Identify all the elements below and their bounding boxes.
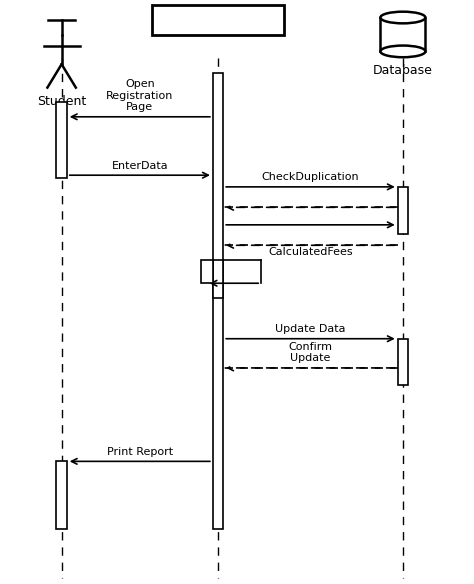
Ellipse shape [380,46,425,57]
Bar [213,260,223,298]
Text: CalculatedFees: CalculatedFees [268,247,353,257]
Text: Student: Student [37,95,86,107]
Bar [398,339,408,385]
Text: Registration System: Registration System [155,13,281,26]
Bar [152,5,284,35]
Bar [56,102,67,178]
Bar [380,18,425,51]
Text: EnterData: EnterData [111,161,168,171]
Bar [398,187,408,234]
Text: Confirm
Update: Confirm Update [289,342,332,363]
Text: Print Report: Print Report [107,447,173,457]
Text: Update Data: Update Data [275,324,346,334]
Bar [201,260,213,283]
Text: Database: Database [373,64,433,77]
Ellipse shape [380,12,425,23]
Text: CheckDuplication: CheckDuplication [262,172,359,182]
Bar [213,73,223,529]
Bar [56,461,67,529]
Text: Open
Registration
Page: Open Registration Page [106,79,173,112]
